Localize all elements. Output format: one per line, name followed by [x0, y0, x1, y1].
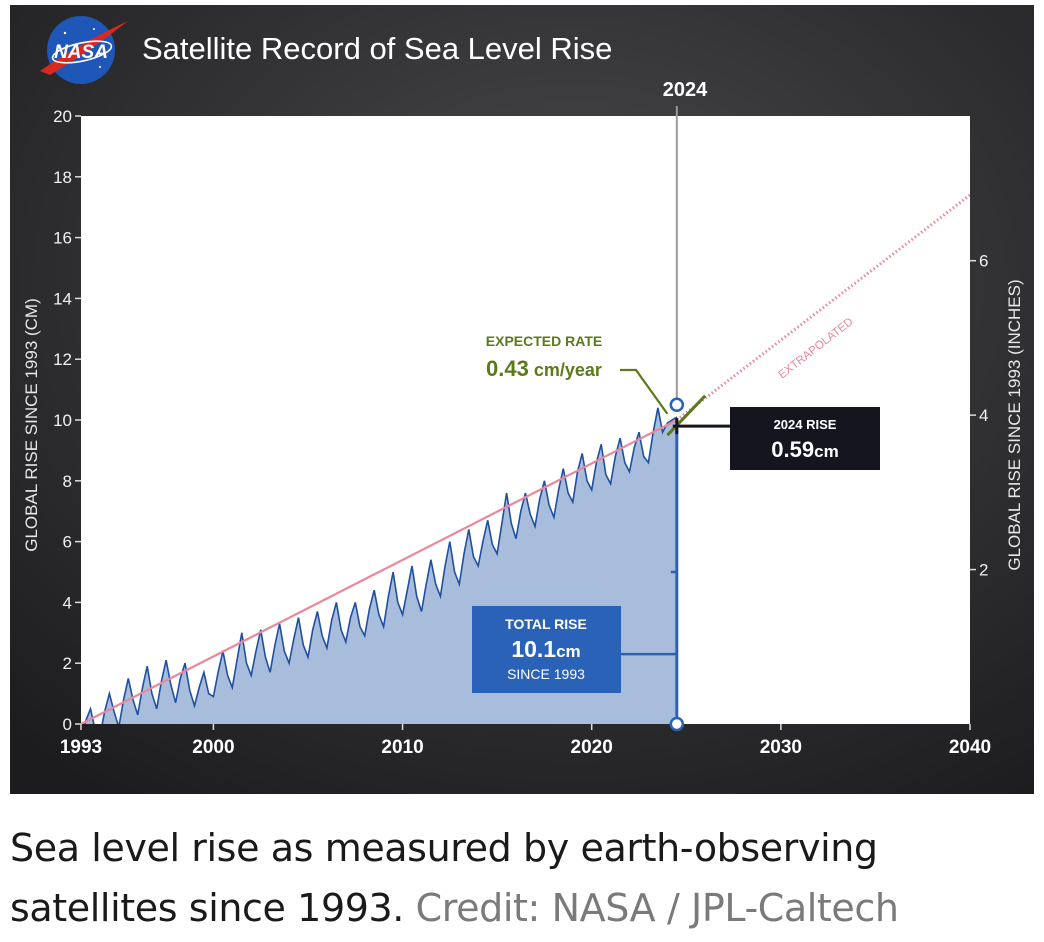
expected-rate-label: EXPECTED RATE: [486, 333, 602, 349]
y-tick-label: 4: [63, 593, 72, 612]
expected-rate-value: 0.43: [486, 356, 529, 381]
y-tick-label: 12: [53, 350, 72, 369]
expected-rate-annotation: EXPECTED RATE 0.43 cm/year: [486, 333, 602, 381]
x-tick-label: 2040: [949, 737, 991, 758]
expected-rate-leader: [620, 368, 669, 415]
x-tick-label: 1993: [60, 737, 102, 758]
y-axis-label-right: GLOBAL RISE SINCE 1993 (INCHES): [1005, 279, 1024, 570]
rise-2024-unit: cm: [814, 442, 839, 461]
y-tick-label: 6: [63, 533, 72, 552]
marker-year-label: 2024: [663, 79, 708, 101]
caption-credit: Credit: NASA / JPL-Caltech: [415, 886, 899, 930]
y-axis-label-left: GLOBAL RISE SINCE 1993 (CM): [22, 298, 41, 552]
sea-level-series-line: [84, 407, 678, 724]
y-tick-label: 0: [63, 715, 72, 734]
y-right-tick-label: 4: [979, 406, 988, 425]
x-tick-label: 2020: [571, 737, 613, 758]
chart-title: Satellite Record of Sea Level Rise: [142, 31, 612, 66]
nasa-logo: NASA: [40, 16, 128, 84]
y-tick-label: 8: [63, 472, 72, 491]
y-axis-left: 0 2 4 6 8 10 12 14 16 18 20: [53, 107, 81, 734]
total-rise-unit: cm: [556, 642, 581, 661]
total-rise-box: TOTAL RISE 10.1cm SINCE 1993: [472, 606, 621, 693]
y-tick-label: 18: [53, 168, 72, 187]
expected-rate-line: [666, 394, 707, 437]
y-right-tick-label: 6: [979, 252, 988, 271]
total-rise-value-text: 10.1cm: [511, 636, 580, 662]
expected-rate-value-text: 0.43 cm/year: [486, 356, 602, 381]
point-2024-bottom: [669, 716, 685, 732]
trend-line: [81, 419, 678, 724]
y-axis-right: 2 4 6: [970, 252, 988, 580]
y-right-tick-label: 2: [979, 561, 988, 580]
expected-rate-unit: cm/year: [529, 360, 602, 380]
x-axis: 1993 2000 2010 2020 2030 2040: [60, 724, 991, 758]
point-2024-top: [669, 397, 685, 413]
figure-caption: Sea level rise as measured by earth-obse…: [10, 818, 1040, 938]
x-tick-label: 2010: [381, 737, 423, 758]
y-tick-label: 10: [53, 411, 72, 430]
rise-2024-value-text: 0.59cm: [771, 437, 838, 462]
y-tick-label: 2: [63, 654, 72, 673]
chart-figure: NASA Satellite Record of Sea Level Rise …: [10, 5, 1034, 794]
rise-2024-label: 2024 RISE: [774, 417, 837, 432]
total-rise-label: TOTAL RISE: [505, 616, 587, 632]
y-tick-label: 14: [53, 289, 72, 308]
y-tick-label: 16: [53, 229, 72, 248]
x-tick-label: 2030: [760, 737, 802, 758]
caption-text: Sea level rise as measured by earth-obse…: [10, 826, 878, 930]
nasa-logo-text: NASA: [54, 42, 108, 63]
extrapolated-line: [675, 193, 970, 422]
total-rise-note: SINCE 1993: [507, 666, 585, 682]
rise-2024-box: 2024 RISE 0.59cm: [730, 407, 880, 470]
x-tick-label: 2000: [192, 737, 234, 758]
rise-2024-leader: [672, 418, 730, 435]
total-rise-leader: [621, 570, 678, 656]
total-rise-value: 10.1: [511, 636, 556, 662]
rise-2024-value: 0.59: [771, 437, 814, 462]
y-tick-label: 20: [53, 107, 72, 126]
